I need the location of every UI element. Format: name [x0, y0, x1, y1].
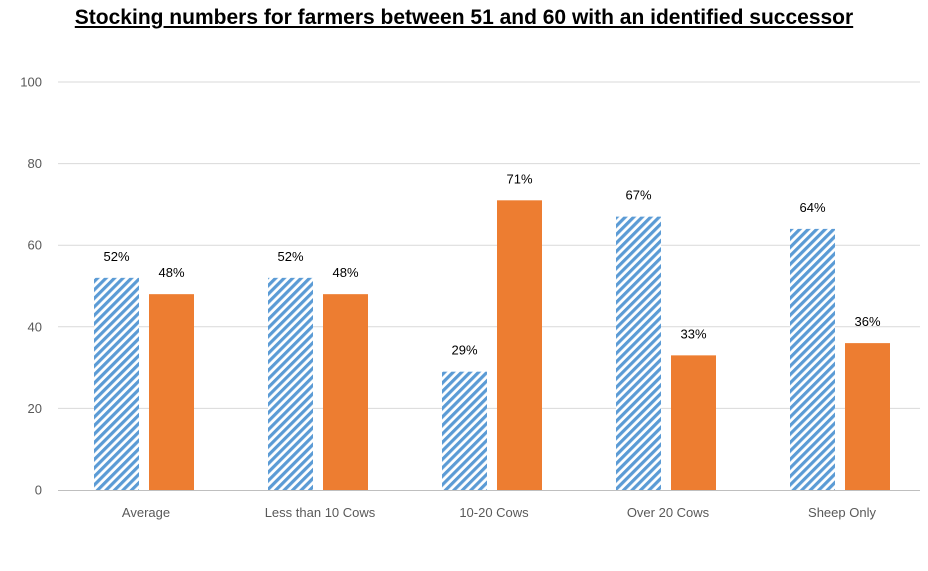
- bar-series-2: [671, 355, 716, 490]
- data-label: 48%: [158, 265, 184, 280]
- bar-series-1: [790, 228, 835, 490]
- data-label: 71%: [506, 171, 532, 186]
- bar-series-2: [323, 294, 368, 490]
- x-tick-label: Less than 10 Cows: [265, 505, 376, 520]
- y-tick-label: 0: [35, 483, 42, 498]
- y-tick-label: 80: [28, 156, 42, 171]
- bar-series-2: [497, 200, 542, 490]
- x-tick-label: Average: [122, 505, 170, 520]
- data-label: 33%: [680, 326, 706, 341]
- data-label: 36%: [854, 314, 880, 329]
- y-tick-label: 60: [28, 238, 42, 253]
- gridlines: [58, 81, 920, 409]
- bar-series-2: [149, 294, 194, 490]
- bar-series-2: [845, 343, 890, 490]
- y-tick-label: 20: [28, 401, 42, 416]
- bars: [94, 200, 890, 490]
- x-tick-label: Sheep Only: [808, 505, 876, 520]
- x-tick-label: 10-20 Cows: [459, 505, 529, 520]
- x-axis-ticks: Average Less than 10 Cows 10-20 Cows Over 2…: [122, 505, 877, 520]
- data-label: 64%: [799, 200, 825, 215]
- bar-series-1: [616, 216, 661, 490]
- data-label: 29%: [451, 343, 477, 358]
- data-label: 48%: [332, 265, 358, 280]
- y-tick-label: 40: [28, 319, 42, 334]
- data-labels: 52% 48% 52% 48% 29% 71% 67% 33% 64% 36%: [103, 171, 880, 357]
- data-label: 52%: [277, 249, 303, 264]
- data-label: 52%: [103, 249, 129, 264]
- y-axis-ticks: 0 20 40 60 80 100: [20, 75, 42, 498]
- data-label: 67%: [625, 188, 651, 203]
- chart-title: Stocking numbers for farmers between 51 …: [74, 6, 854, 29]
- y-tick-label: 100: [20, 75, 42, 90]
- bar-series-1: [94, 277, 139, 490]
- bar-series-1: [268, 277, 313, 490]
- x-tick-label: Over 20 Cows: [627, 505, 710, 520]
- bar-series-1: [442, 371, 487, 490]
